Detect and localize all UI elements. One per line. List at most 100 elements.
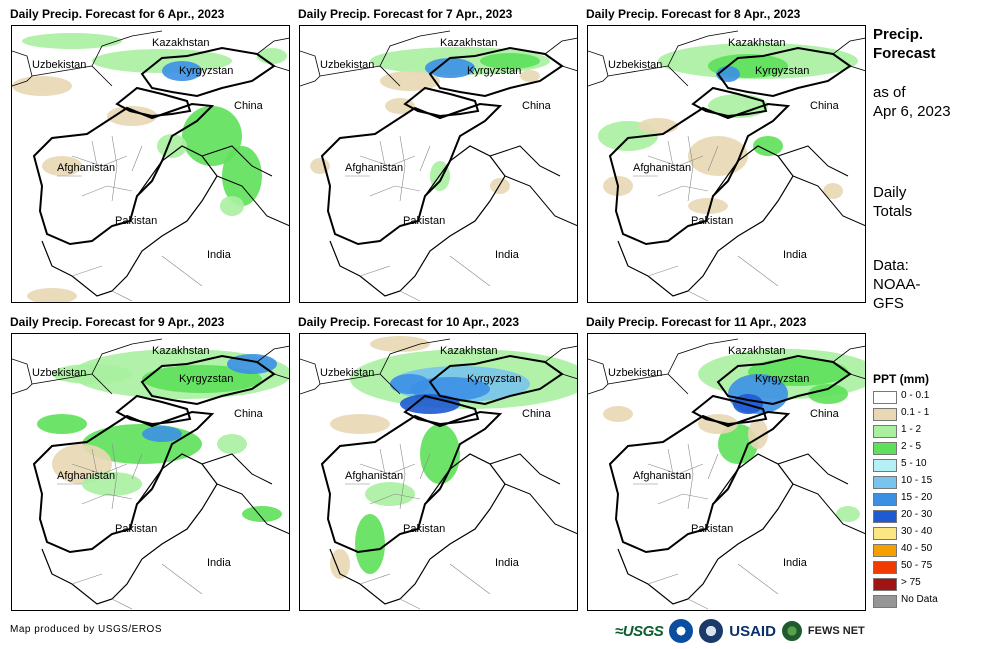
- precip-map: Kazakhstan Uzbekistan Kyrgyzstan China Afgha…: [587, 333, 866, 611]
- country-label-pakistan: Pakistan: [115, 215, 157, 227]
- legend-swatch: [873, 425, 897, 438]
- forecast-panel: Daily Precip. Forecast for 9 Apr., 2023 …: [10, 315, 298, 615]
- panel-title: Daily Precip. Forecast for 8 Apr., 2023: [586, 7, 801, 21]
- precip-overlay: [330, 336, 577, 579]
- country-label-china: China: [234, 100, 264, 112]
- country-label-india: India: [207, 249, 232, 261]
- country-label-pakistan: Pakistan: [403, 523, 445, 535]
- precip-map-graphic: Kazakhstan Uzbekistan Kyrgyzstan China Afgha…: [300, 30, 577, 302]
- precip-overlay: [37, 349, 289, 522]
- sidebar-asof-line2: Apr 6, 2023: [873, 103, 951, 120]
- forecast-panel: Daily Precip. Forecast for 6 Apr., 2023 …: [10, 7, 298, 307]
- country-label-china: China: [522, 100, 552, 112]
- precip-map: Kazakhstan Uzbekistan Kyrgyzstan China Afgha…: [587, 25, 866, 303]
- country-label-pakistan: Pakistan: [403, 215, 445, 227]
- country-label-china: China: [234, 408, 264, 420]
- precip-map: Kazakhstan Uzbekistan Kyrgyzstan China Afgha…: [299, 333, 578, 611]
- sidebar-asof: as of Apr 6, 2023: [873, 83, 951, 121]
- legend-swatch: [873, 510, 897, 523]
- country-label-kazakhstan: Kazakhstan: [440, 345, 497, 357]
- country-label-kyrgyzstan: Kyrgyzstan: [755, 65, 809, 77]
- sidebar-daily: Daily Totals: [873, 183, 912, 221]
- country-label-india: India: [783, 249, 808, 261]
- country-label-kazakhstan: Kazakhstan: [728, 37, 785, 49]
- legend-label: 10 - 15: [901, 475, 933, 486]
- sidebar-asof-line1: as of: [873, 84, 906, 101]
- country-label-india: India: [495, 557, 520, 569]
- country-label-india: India: [495, 249, 520, 261]
- legend-title: PPT (mm): [873, 372, 930, 386]
- country-label-uzbekistan: Uzbekistan: [608, 367, 662, 379]
- country-labels: Kazakhstan Uzbekistan Kyrgyzstan China Afgha…: [32, 345, 264, 569]
- noaa-logo-icon: [669, 619, 694, 643]
- country-label-afghanistan: Afghanistan: [345, 470, 403, 482]
- country-label-kyrgyzstan: Kyrgyzstan: [467, 373, 521, 385]
- country-label-afghanistan: Afghanistan: [633, 162, 691, 174]
- forecast-panel: Daily Precip. Forecast for 10 Apr., 2023…: [298, 315, 586, 615]
- legend-label: 30 - 40: [901, 526, 933, 537]
- panel-title: Daily Precip. Forecast for 11 Apr., 2023: [586, 315, 807, 329]
- legend-label: 0.1 - 1: [901, 407, 930, 418]
- country-label-afghanistan: Afghanistan: [633, 470, 691, 482]
- country-label-india: India: [783, 557, 808, 569]
- legend-label: 15 - 20: [901, 492, 933, 503]
- legend-label: 5 - 10: [901, 458, 927, 469]
- legend-label: No Data: [901, 594, 938, 605]
- country-labels: Kazakhstan Uzbekistan Kyrgyzstan China Afgha…: [608, 345, 840, 569]
- legend-swatch: [873, 408, 897, 421]
- precip-overlay: [12, 33, 287, 302]
- legend-swatch: [873, 595, 897, 608]
- legend-swatch: [873, 442, 897, 455]
- legend-swatch: [873, 527, 897, 540]
- legend-label: 0 - 0.1: [901, 390, 930, 401]
- legend-swatch: [873, 493, 897, 506]
- legend-swatch: [873, 476, 897, 489]
- boundaries: [588, 338, 865, 610]
- country-label-china: China: [522, 408, 552, 420]
- country-label-uzbekistan: Uzbekistan: [32, 367, 86, 379]
- boundaries: [12, 30, 289, 302]
- forecast-panel: Daily Precip. Forecast for 7 Apr., 2023 …: [298, 7, 586, 307]
- precip-overlay: [310, 47, 550, 194]
- country-label-china: China: [810, 408, 840, 420]
- panel-title: Daily Precip. Forecast for 6 Apr., 2023: [10, 7, 225, 21]
- country-label-kazakhstan: Kazakhstan: [152, 345, 209, 357]
- sidebar-daily-line1: Daily: [873, 184, 907, 201]
- legend-label: 40 - 50: [901, 543, 933, 554]
- precip-map-graphic: Kazakhstan Uzbekistan Kyrgyzstan China Afgha…: [588, 338, 865, 610]
- panel-title: Daily Precip. Forecast for 9 Apr., 2023: [10, 315, 225, 329]
- panel-title: Daily Precip. Forecast for 10 Apr., 2023: [298, 315, 519, 329]
- legend-label: > 75: [901, 577, 921, 588]
- legend-swatch: [873, 561, 897, 574]
- legend-swatch: [873, 578, 897, 591]
- precip-map-graphic: Kazakhstan Uzbekistan Kyrgyzstan China Afgha…: [12, 30, 289, 302]
- legend-label: 50 - 75: [901, 560, 933, 571]
- country-label-pakistan: Pakistan: [691, 215, 733, 227]
- precip-map: Kazakhstan Uzbekistan Kyrgyzstan China Afgha…: [11, 25, 290, 303]
- country-labels: Kazakhstan Uzbekistan Kyrgyzstan China Afgha…: [608, 37, 840, 261]
- sidebar-title: Precip. Forecast: [873, 25, 936, 63]
- fews-net-logo: FEWS NET: [807, 625, 865, 637]
- country-label-uzbekistan: Uzbekistan: [320, 59, 374, 71]
- forecast-panel: Daily Precip. Forecast for 8 Apr., 2023 …: [586, 7, 874, 307]
- country-label-kyrgyzstan: Kyrgyzstan: [467, 65, 521, 77]
- precip-overlay: [603, 349, 865, 522]
- sidebar-data-line1: Data:: [873, 257, 909, 274]
- forecast-panel: Daily Precip. Forecast for 11 Apr., 2023…: [586, 315, 874, 615]
- country-label-kazakhstan: Kazakhstan: [440, 37, 497, 49]
- country-label-afghanistan: Afghanistan: [57, 470, 115, 482]
- country-label-uzbekistan: Uzbekistan: [608, 59, 662, 71]
- legend-label: 2 - 5: [901, 441, 922, 452]
- country-labels: Kazakhstan Uzbekistan Kyrgyzstan China Afgha…: [320, 37, 552, 261]
- boundaries: [588, 30, 865, 302]
- precip-map-graphic: Kazakhstan Uzbekistan Kyrgyzstan China Afgha…: [12, 338, 289, 610]
- country-label-kyrgyzstan: Kyrgyzstan: [755, 373, 809, 385]
- precip-map: Kazakhstan Uzbekistan Kyrgyzstan China Afgha…: [11, 333, 290, 611]
- panel-title: Daily Precip. Forecast for 7 Apr., 2023: [298, 7, 513, 21]
- country-label-india: India: [207, 557, 232, 569]
- globe-icon: [781, 621, 802, 641]
- dos-seal-icon: [699, 619, 724, 643]
- sidebar-data-line2: NOAA-: [873, 276, 921, 293]
- sidebar-data-line3: GFS: [873, 295, 904, 312]
- country-label-kazakhstan: Kazakhstan: [152, 37, 209, 49]
